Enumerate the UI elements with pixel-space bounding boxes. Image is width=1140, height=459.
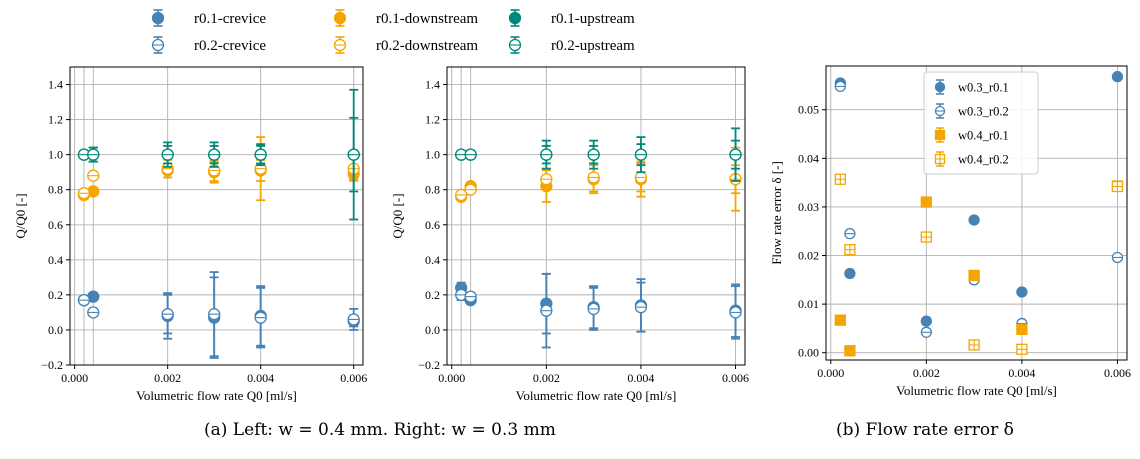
legend-label: r0.1-downstream (376, 11, 478, 27)
legend-marker (333, 11, 347, 25)
y-tick-label: 0.0 (425, 323, 440, 337)
caption-b: (b) Flow rate error δ (836, 420, 1014, 440)
data-point (1016, 323, 1028, 336)
y-tick-label: 1.0 (425, 148, 440, 162)
legend-right: w0.3_r0.1 w0.3_r0.2 w0.4_r0.1 w0.4_r0.2 (923, 71, 1039, 175)
series-r0.2-crevice (455, 272, 742, 349)
series-r0.2-crevice (77, 271, 360, 358)
axes-frame (446, 66, 746, 366)
x-tick-label: 0.004 (627, 371, 654, 385)
y-axis-label: Q/Q0 [-] (390, 193, 405, 238)
legend-label: w0.4_r0.2 (958, 153, 1009, 167)
plot-right: 0.000 0.002 0.004 0.006 0.00 0.01 0.02 0.03 0.04… (769, 65, 1131, 398)
y-tick-label: 1.4 (48, 78, 63, 92)
y-tick-label: 0.02 (798, 249, 819, 263)
x-tick-label: 0.006 (722, 371, 749, 385)
y-tick-label: 0.8 (48, 183, 63, 197)
data-point (920, 315, 932, 327)
data-point (1016, 286, 1028, 298)
x-axis-label: Volumetric flow rate Q0 [ml/s] (516, 388, 677, 403)
caption-a: (a) Left: w = 0.4 mm. Right: w = 0.3 mm (204, 420, 556, 440)
series-w0.4_r0.2 (834, 173, 1124, 355)
legend-label: r0.2-downstream (376, 38, 478, 54)
y-tick-label: 0.03 (798, 200, 819, 214)
y-tick-label: 1.4 (425, 78, 440, 92)
y-tick-label: 1.2 (425, 113, 440, 127)
x-tick-label: 0.004 (247, 371, 274, 385)
x-tick-label: 0.004 (1008, 366, 1035, 380)
data-point (834, 314, 846, 326)
x-tick-label: 0.002 (533, 371, 560, 385)
plot-left: 0.000 0.002 0.004 0.006 −0.2 0.0 0.2 0.4 0.6 0.8 1… (13, 66, 367, 403)
y-tick-label: −0.2 (41, 358, 63, 372)
x-tick-label: 0.000 (438, 371, 465, 385)
series-r0.2-downstream (77, 136, 360, 202)
y-axis-label: Flow rate error δ [-] (769, 161, 784, 265)
legend-label: r0.2-upstream (551, 38, 635, 54)
y-tick-label: 1.0 (48, 148, 63, 162)
y-tick-label: −0.2 (418, 358, 440, 372)
axes-frame (825, 65, 1128, 361)
data-point (844, 345, 856, 357)
y-tick-label: 0.2 (48, 288, 63, 302)
series-r0.2-upstream (455, 139, 742, 170)
legend-marker (151, 11, 165, 25)
y-tick-label: 0.0 (48, 323, 63, 337)
x-tick-label: 0.006 (1104, 366, 1131, 380)
x-tick-label: 0.002 (913, 366, 940, 380)
legend-label: r0.2-crevice (194, 38, 266, 54)
legend-label: r0.1-crevice (194, 11, 266, 27)
y-tick-label: 0.00 (798, 346, 819, 360)
legend-label: r0.1-upstream (551, 11, 635, 27)
y-tick-label: 0.8 (425, 183, 440, 197)
legend-marker (934, 81, 946, 93)
legend-top: r0.1-crevice r0.2-crevice r0.1-downstream r… (151, 9, 635, 54)
x-axis-label: Volumetric flow rate Q0 [ml/s] (896, 383, 1057, 398)
y-tick-label: 0.6 (48, 218, 63, 232)
y-tick-label: 0.4 (48, 253, 63, 267)
y-tick-label: 0.4 (425, 253, 440, 267)
legend-label: w0.3_r0.2 (958, 105, 1009, 119)
data-point (968, 214, 980, 226)
legend-marker (934, 129, 946, 141)
data-point (920, 196, 932, 208)
legend-label: w0.4_r0.1 (958, 129, 1009, 143)
x-tick-label: 0.000 (817, 366, 844, 380)
data-point (968, 269, 980, 282)
y-tick-label: 0.6 (425, 218, 440, 232)
y-tick-label: 0.2 (425, 288, 440, 302)
y-tick-label: 0.01 (798, 297, 819, 311)
legend-box (923, 71, 1039, 175)
plot-middle: 0.000 0.002 0.004 0.006 −0.2 0.0 0.2 0.4 0.6 0.8 1… (390, 66, 749, 403)
series-r0.2-upstream (77, 116, 360, 193)
y-tick-label: 1.2 (48, 113, 63, 127)
y-axis-label: Q/Q0 [-] (13, 193, 28, 238)
y-tick-label: 0.05 (798, 103, 819, 117)
y-tick-label: 0.04 (798, 151, 819, 165)
x-tick-label: 0.002 (154, 371, 181, 385)
data-point (1111, 71, 1124, 83)
data-point (844, 267, 856, 280)
axes-frame (69, 66, 364, 366)
series-r0.1-downstream (77, 159, 360, 202)
x-tick-label: 0.006 (340, 371, 367, 385)
x-axis-label: Volumetric flow rate Q0 [ml/s] (136, 388, 297, 403)
legend-marker (508, 11, 522, 25)
legend-label: w0.3_r0.1 (958, 81, 1009, 95)
x-tick-label: 0.000 (61, 371, 88, 385)
